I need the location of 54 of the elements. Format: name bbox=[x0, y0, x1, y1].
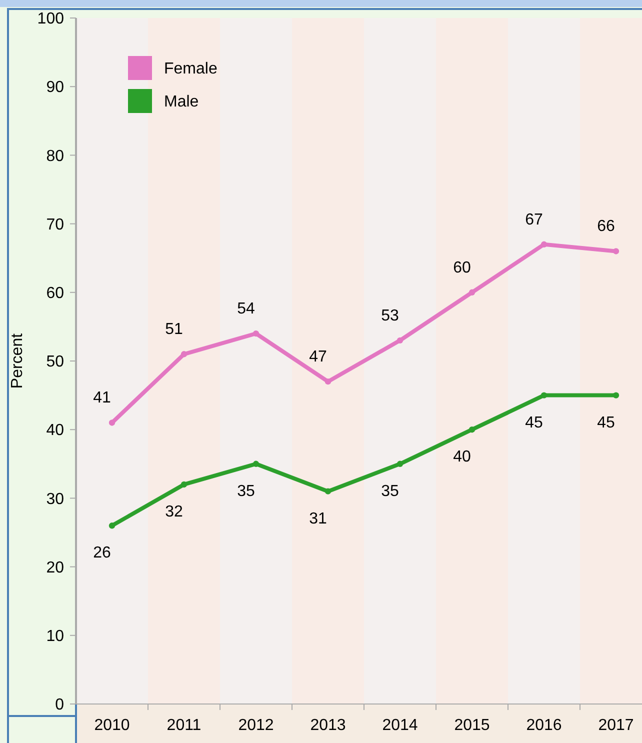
data-label: 47 bbox=[309, 348, 327, 366]
data-label: 32 bbox=[165, 503, 183, 520]
data-label: 45 bbox=[525, 414, 543, 432]
point bbox=[324, 378, 332, 385]
point bbox=[396, 460, 404, 467]
point bbox=[180, 351, 188, 358]
y-tick-label: 10 bbox=[46, 628, 64, 645]
y-tick-label: 60 bbox=[46, 285, 64, 302]
y-tick-label: 70 bbox=[46, 216, 64, 234]
data-label: 26 bbox=[93, 544, 111, 562]
data-label: 31 bbox=[309, 510, 327, 528]
y-tick-label: 80 bbox=[46, 148, 64, 165]
y-tick-label: 0 bbox=[55, 696, 64, 714]
x-tick-label: 2014 bbox=[382, 717, 418, 734]
data-label: 45 bbox=[597, 414, 615, 432]
point bbox=[324, 488, 332, 494]
x-tick-label: 2012 bbox=[238, 717, 274, 734]
y-axis-title: Percent bbox=[9, 332, 26, 389]
point bbox=[252, 460, 260, 467]
x-tick-label: 2013 bbox=[310, 717, 346, 734]
point bbox=[612, 392, 620, 398]
data-label: 35 bbox=[237, 482, 255, 500]
data-label: 35 bbox=[381, 482, 399, 500]
y-tick-label: 40 bbox=[46, 422, 64, 440]
x-tick-label: 2011 bbox=[166, 717, 202, 734]
point bbox=[612, 248, 620, 254]
point bbox=[540, 241, 548, 248]
y-tick-label: 20 bbox=[46, 559, 64, 576]
data-label: 41 bbox=[93, 390, 111, 407]
point bbox=[252, 330, 260, 337]
point bbox=[468, 426, 476, 433]
legend-label: Female bbox=[164, 60, 218, 78]
point bbox=[180, 481, 188, 488]
data-label: 66 bbox=[597, 218, 615, 236]
data-label: 53 bbox=[381, 307, 399, 324]
data-label: 40 bbox=[453, 448, 471, 466]
x-tick-label: 2015 bbox=[454, 717, 490, 734]
point bbox=[540, 392, 548, 398]
y-tick-label: 30 bbox=[46, 490, 64, 508]
data-label: 67 bbox=[525, 211, 543, 228]
point bbox=[108, 522, 116, 529]
data-label: 54 bbox=[237, 300, 255, 318]
x-tick-label: 2016 bbox=[526, 717, 562, 734]
point bbox=[396, 337, 404, 344]
x-tick-label: 2010 bbox=[94, 717, 130, 734]
legend-label: Male bbox=[164, 94, 199, 111]
data-label: 51 bbox=[165, 321, 183, 338]
point bbox=[108, 420, 116, 426]
y-tick-label: 100 bbox=[37, 10, 64, 28]
point bbox=[468, 289, 476, 296]
x-tick-label: 2017 bbox=[598, 717, 634, 734]
data-label: 60 bbox=[453, 259, 471, 276]
y-tick-label: 50 bbox=[46, 354, 64, 371]
y-tick-label: 90 bbox=[46, 79, 64, 96]
